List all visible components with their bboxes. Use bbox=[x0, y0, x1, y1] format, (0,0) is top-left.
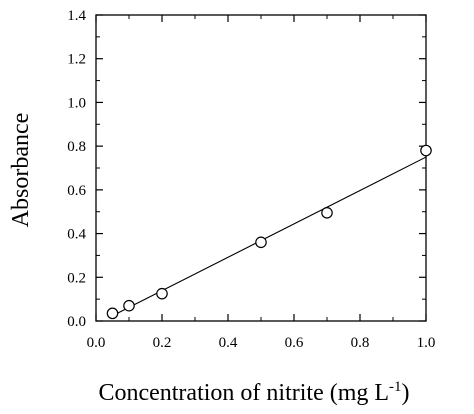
x-axis-title-superscript: -1 bbox=[389, 379, 402, 395]
data-point bbox=[255, 236, 267, 249]
y-tick-label: 0.2 bbox=[67, 270, 86, 286]
data-points bbox=[106, 144, 432, 320]
y-tick-label: 0.0 bbox=[67, 314, 86, 330]
plot-area bbox=[95, 14, 427, 322]
x-tick-label: 0.0 bbox=[87, 335, 106, 351]
x-axis-title-main: Concentration of nitrite (mg L bbox=[98, 380, 389, 406]
data-point bbox=[156, 287, 168, 300]
data-point bbox=[123, 299, 135, 312]
x-tick-label: 1.0 bbox=[417, 335, 436, 351]
x-axis-title-suffix: ) bbox=[402, 380, 410, 406]
x-tick-label: 0.8 bbox=[351, 335, 370, 351]
y-tick-label: 0.8 bbox=[67, 139, 86, 155]
y-tick-label: 0.4 bbox=[67, 227, 86, 243]
data-point bbox=[106, 307, 119, 320]
y-tick-label: 1.4 bbox=[67, 8, 86, 24]
y-tick-label: 0.6 bbox=[67, 183, 86, 199]
x-tick-label: 0.2 bbox=[153, 335, 172, 351]
data-point bbox=[321, 207, 333, 219]
y-tick-label: 1.2 bbox=[67, 52, 86, 68]
y-tick-label: 1.0 bbox=[67, 95, 86, 111]
x-axis-title: Concentration of nitrite (mg L-1) bbox=[98, 379, 409, 406]
y-axis-title: Absorbance bbox=[8, 113, 34, 228]
plot-frame bbox=[95, 14, 427, 322]
data-point bbox=[420, 144, 432, 157]
axis-ticks: 0.0 0.2 0.4 0.6 0.8 1.0 1.2 1.4 0.0 0.2 0.4 0.6 0.8 1… bbox=[67, 8, 435, 351]
x-tick-label: 0.6 bbox=[285, 335, 304, 351]
x-tick-label: 0.4 bbox=[219, 335, 238, 351]
